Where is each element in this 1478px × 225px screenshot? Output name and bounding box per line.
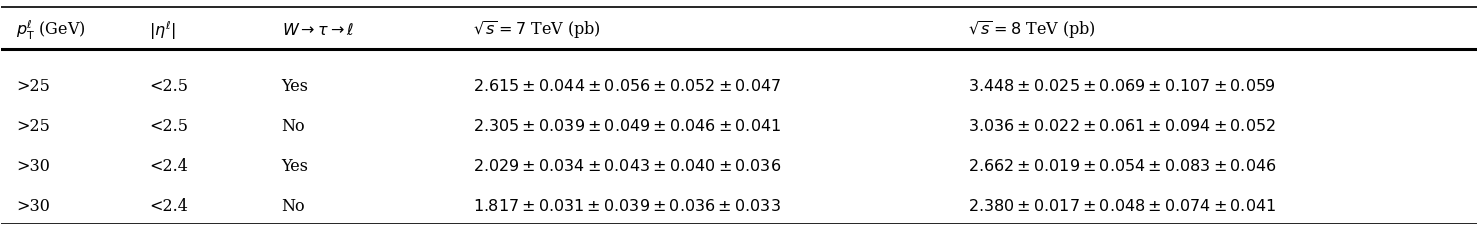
Text: Yes: Yes [282,77,309,94]
Text: $\sqrt{s}=8$ TeV (pb): $\sqrt{s}=8$ TeV (pb) [968,19,1095,41]
Text: $3.036 \pm 0.022 \pm 0.061 \pm 0.094 \pm 0.052$: $3.036 \pm 0.022 \pm 0.061 \pm 0.094 \pm… [968,117,1276,134]
Text: <2.5: <2.5 [149,117,188,134]
Text: $2.029 \pm 0.034 \pm 0.043 \pm 0.040 \pm 0.036$: $2.029 \pm 0.034 \pm 0.043 \pm 0.040 \pm… [473,157,782,174]
Text: >30: >30 [16,157,50,174]
Text: $\sqrt{s}=7$ TeV (pb): $\sqrt{s}=7$ TeV (pb) [473,19,602,41]
Text: $W \rightarrow \tau \rightarrow \ell$: $W \rightarrow \tau \rightarrow \ell$ [282,22,355,39]
Text: <2.4: <2.4 [149,157,188,174]
Text: No: No [282,117,306,134]
Text: $2.380 \pm 0.017 \pm 0.048 \pm 0.074 \pm 0.041$: $2.380 \pm 0.017 \pm 0.048 \pm 0.074 \pm… [968,197,1276,214]
Text: <2.5: <2.5 [149,77,188,94]
Text: >30: >30 [16,197,50,214]
Text: No: No [282,197,306,214]
Text: >25: >25 [16,117,50,134]
Text: $1.817 \pm 0.031 \pm 0.039 \pm 0.036 \pm 0.033$: $1.817 \pm 0.031 \pm 0.039 \pm 0.036 \pm… [473,197,782,214]
Text: $2.305 \pm 0.039 \pm 0.049 \pm 0.046 \pm 0.041$: $2.305 \pm 0.039 \pm 0.049 \pm 0.046 \pm… [473,117,782,134]
Text: $p_{\mathrm{T}}^{\ell}$ (GeV): $p_{\mathrm{T}}^{\ell}$ (GeV) [16,19,86,42]
Text: $2.662 \pm 0.019 \pm 0.054 \pm 0.083 \pm 0.046$: $2.662 \pm 0.019 \pm 0.054 \pm 0.083 \pm… [968,157,1276,174]
Text: Yes: Yes [282,157,309,174]
Text: $|\eta^{\ell}|$: $|\eta^{\ell}|$ [149,19,176,42]
Text: $3.448 \pm 0.025 \pm 0.069 \pm 0.107 \pm 0.059$: $3.448 \pm 0.025 \pm 0.069 \pm 0.107 \pm… [968,77,1276,94]
Text: <2.4: <2.4 [149,197,188,214]
Text: $2.615 \pm 0.044 \pm 0.056 \pm 0.052 \pm 0.047$: $2.615 \pm 0.044 \pm 0.056 \pm 0.052 \pm… [473,77,782,94]
Text: >25: >25 [16,77,50,94]
